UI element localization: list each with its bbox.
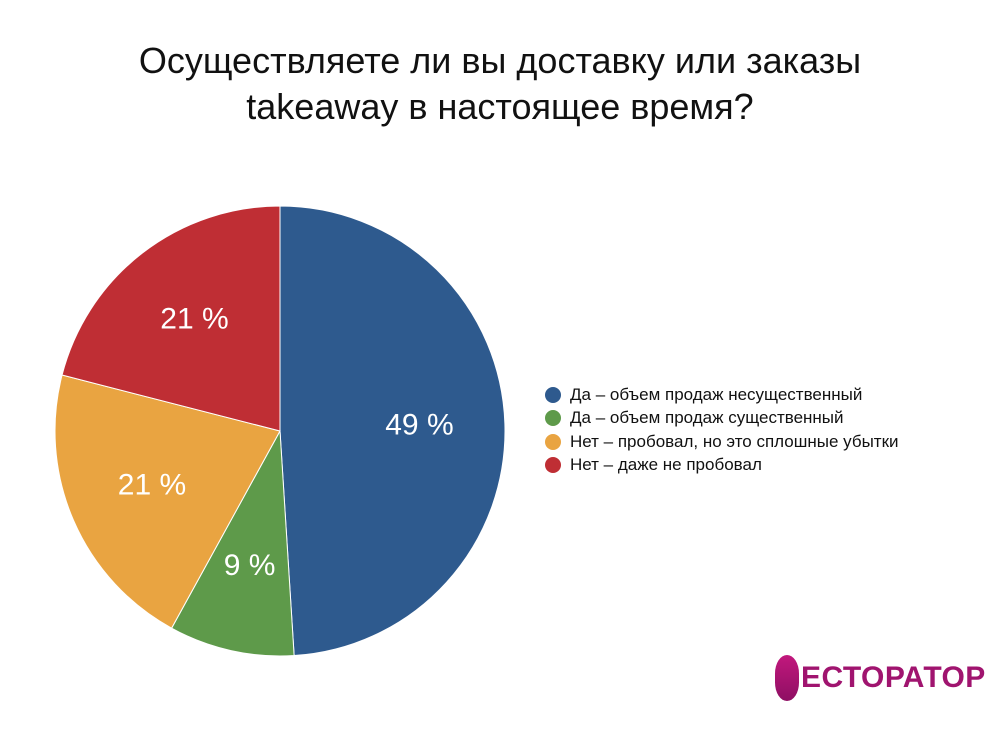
restorator-logo: ЕСТОРАТОР <box>775 655 986 701</box>
pie-label-3: 21 % <box>160 303 228 336</box>
logo-mark-icon <box>775 655 799 701</box>
chart-title-line2: takeaway в настоящее время? <box>246 86 754 127</box>
pie-slice-0 <box>279 205 506 657</box>
legend-label-0: Да – объем продаж несущественный <box>570 384 863 404</box>
legend-label-3: Нет – даже не пробовал <box>570 455 762 475</box>
legend-item-3: Нет – даже не пробовал <box>545 454 899 478</box>
logo-text: ЕСТОРАТОР <box>801 661 986 694</box>
chart-title: Осуществляете ли вы доставку или заказы … <box>0 38 1000 130</box>
pie-label-2: 21 % <box>118 468 186 501</box>
chart-legend: Да – объем продаж несущественный Да – об… <box>545 383 899 477</box>
legend-item-1: Да – объем продаж существенный <box>545 407 899 431</box>
pie-slice-2 <box>54 374 281 629</box>
pie-slice-1 <box>170 429 295 657</box>
legend-swatch-0 <box>545 386 561 403</box>
pie-label-0: 49 % <box>385 409 453 442</box>
legend-swatch-2 <box>545 433 561 450</box>
legend-swatch-3 <box>545 457 561 474</box>
pie-label-1: 9 % <box>224 549 276 582</box>
legend-swatch-1 <box>545 410 561 427</box>
pie-slice-3 <box>61 205 281 432</box>
legend-label-2: Нет – пробовал, но это сплошные убытки <box>570 431 899 451</box>
legend-item-0: Да – объем продаж несущественный <box>545 383 899 407</box>
legend-label-1: Да – объем продаж существенный <box>570 408 844 428</box>
chart-title-line1: Осуществляете ли вы доставку или заказы <box>138 40 862 81</box>
legend-item-2: Нет – пробовал, но это сплошные убытки <box>545 430 899 454</box>
